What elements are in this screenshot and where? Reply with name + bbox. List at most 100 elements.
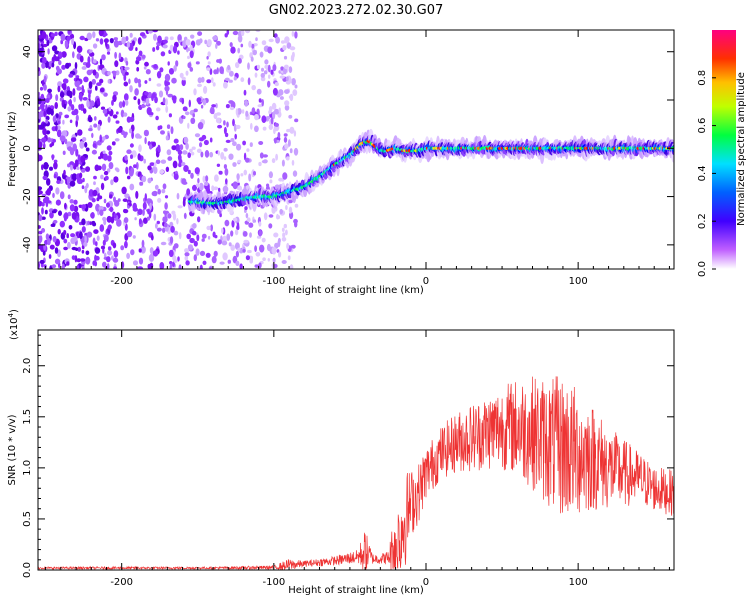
colorbar-gradient [712,30,736,269]
noise-speckle [242,231,248,237]
noise-speckle [148,253,155,262]
noise-speckle [232,181,238,190]
noise-speckle [267,258,270,262]
noise-speckle [43,84,47,91]
noise-speckle [290,244,296,249]
noise-speckle [102,108,108,114]
noise-speckle [67,30,71,35]
noise-speckle [68,225,73,230]
noise-speckle [41,207,44,215]
noise-speckle [159,169,165,174]
noise-speckle [112,242,117,249]
noise-speckle [88,116,93,123]
noise-speckle [123,132,127,138]
noise-speckle [187,55,190,60]
noise-speckle [200,151,204,158]
noise-speckle [164,222,168,228]
noise-speckle [93,175,97,180]
noise-speckle [64,202,67,210]
noise-speckle [266,243,271,252]
noise-speckle [63,238,68,244]
noise-speckle [226,121,229,128]
noise-speckle [165,87,169,96]
noise-speckle [195,183,201,188]
noise-speckle [107,71,111,76]
noise-speckle [156,220,160,225]
noise-speckle [229,42,233,48]
noise-speckle [94,247,101,254]
noise-speckle [292,170,298,177]
noise-speckle [141,54,146,59]
noise-speckle [51,264,57,269]
noise-speckle [184,255,189,261]
noise-speckle [162,216,168,223]
noise-speckle [187,244,194,251]
noise-speckle [182,181,188,185]
noise-speckle [196,148,202,153]
noise-speckle [147,208,150,215]
noise-speckle [209,68,213,75]
noise-speckle [261,237,266,243]
noise-speckle [236,222,240,229]
noise-speckle [243,239,249,244]
noise-speckle [278,251,282,258]
noise-speckle [114,138,120,142]
noise-speckle [284,64,289,70]
noise-speckle [229,70,234,77]
noise-speckle [234,133,237,140]
noise-speckle [168,113,172,118]
noise-speckle [42,43,48,48]
noise-speckle [136,67,140,72]
noise-speckle [98,64,103,70]
noise-speckle [272,64,277,72]
noise-speckle [188,99,191,108]
noise-speckle [212,82,216,87]
noise-speckle [210,106,214,115]
spectrogram-ytick-label: -20 [22,188,33,204]
noise-speckle [47,238,51,246]
noise-speckle [160,51,166,57]
noise-speckle [51,154,54,161]
noise-speckle [168,68,175,75]
noise-speckle [181,162,186,166]
noise-speckle [213,186,219,191]
snr-panel: -200 -100 0 100 0.0 0.5 1.0 1.5 2.0 Height of st… [7,309,675,596]
noise-speckle [45,119,49,124]
noise-speckle [41,62,46,69]
noise-speckle [284,100,290,106]
noise-speckle [107,155,112,162]
noise-speckle [80,168,86,173]
noise-speckle [66,261,70,266]
noise-speckle [191,230,197,236]
snr-xtick-label: -200 [110,577,133,588]
noise-speckle [190,117,196,125]
noise-speckle [167,61,170,66]
noise-speckle [79,141,85,149]
noise-speckle [179,72,184,79]
noise-speckle [54,247,59,254]
noise-speckle [59,220,65,228]
noise-speckle [155,223,158,229]
noise-speckle [187,152,191,159]
noise-speckle [91,220,96,225]
noise-speckle [192,184,197,191]
noise-speckle [113,213,117,219]
noise-speckle [41,164,44,171]
noise-speckle [244,99,249,107]
noise-speckle [291,79,296,85]
snr-ticks: -200 -100 0 100 0.0 0.5 1.0 1.5 2.0 [22,330,674,588]
noise-speckle [240,173,244,177]
noise-speckle [195,39,201,46]
noise-speckle [53,162,58,170]
noise-speckle [213,250,218,257]
noise-speckle [207,51,211,57]
noise-speckle [91,132,94,139]
noise-speckle [205,252,211,258]
noise-speckle [262,126,267,131]
noise-speckle [169,36,174,41]
noise-speckle [190,172,194,179]
noise-speckle [140,104,146,108]
colorbar-tick-label: 0.2 [697,213,708,229]
noise-speckle [248,173,252,182]
